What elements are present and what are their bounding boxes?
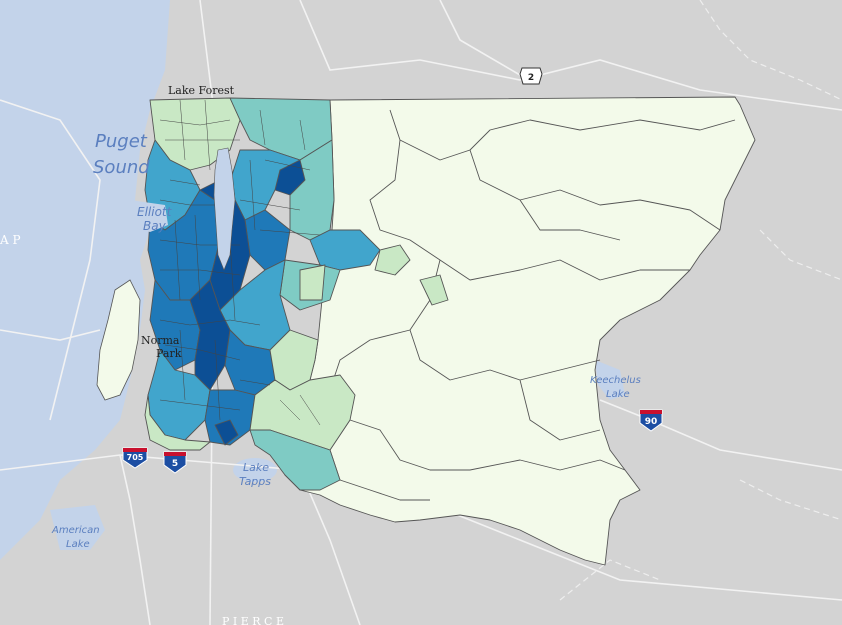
us-2-shield: 2 [519, 67, 543, 85]
american-lake-label-2: Lake [66, 539, 90, 550]
i-90-shield: 90 [639, 409, 663, 432]
kitsap-label-fragment: A P [0, 233, 21, 247]
keechelus-lake-water [595, 360, 625, 400]
i-90-shield-number: 90 [645, 417, 658, 427]
region-south-edge [144, 394, 211, 451]
bainbridge-water [0, 190, 90, 300]
lake-forest-label: Lake Forest [168, 84, 235, 97]
county-lines [559, 0, 842, 601]
keechelus-lake-label-1: Keechelus [590, 375, 641, 386]
i-5-shield-number: 5 [172, 459, 178, 469]
lake-tapps-label-2: Tapps [239, 475, 271, 488]
normandy-park-label-2: Park [156, 347, 182, 360]
puget-sound-label-2: Sound [93, 157, 150, 178]
tract-boundaries [159, 99, 321, 426]
lake-washington-water [213, 147, 236, 271]
region-north-bend-green [419, 274, 449, 306]
keechelus-lake-label-2: Lake [606, 389, 630, 400]
region-duvall [299, 264, 326, 301]
i-705-shield: 705 [122, 447, 148, 469]
vashon-island [96, 279, 141, 401]
pierce-label-fragment: P I E R C E [222, 615, 284, 625]
region-auburn-dark [214, 419, 239, 446]
puget-sound-label-1: Puget [95, 131, 148, 152]
american-lake-label-1: American [51, 525, 100, 536]
normandy-park-label-1: Norma [141, 334, 180, 347]
american-lake-water [50, 505, 105, 550]
region-east-county [277, 96, 756, 566]
lake-tapps-water [233, 458, 277, 482]
i-705-shield-number: 705 [127, 453, 144, 462]
region-enumclaw [249, 429, 341, 491]
i-5-shield: 5 [163, 451, 187, 474]
lake-tapps-label-1: Lake [243, 461, 269, 474]
us-2-shield-number: 2 [528, 73, 534, 83]
elliott-bay-water [130, 200, 168, 232]
region-snoqualmie-green [374, 244, 411, 276]
elliott-bay-label-2: Bay [143, 219, 167, 233]
elliott-bay-label-1: Elliott [137, 205, 173, 219]
